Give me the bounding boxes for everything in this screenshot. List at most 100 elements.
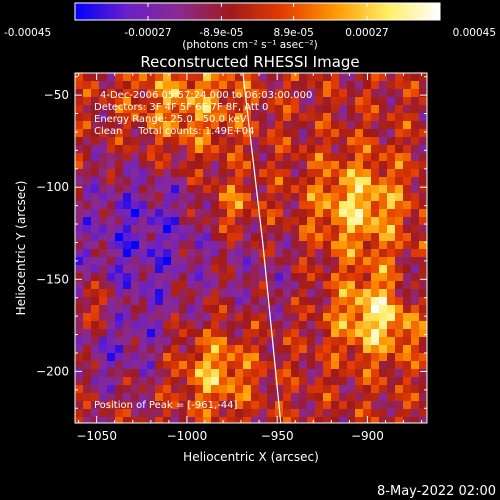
heatmap-cell bbox=[211, 409, 220, 418]
heatmap-cell bbox=[347, 241, 356, 250]
heatmap-cell bbox=[363, 177, 372, 186]
heatmap-cell bbox=[91, 265, 100, 274]
heatmap-cell bbox=[331, 417, 340, 423]
heatmap-cell bbox=[379, 385, 388, 394]
heatmap-cell bbox=[83, 281, 92, 290]
heatmap-cell bbox=[155, 193, 164, 202]
heatmap-cell bbox=[307, 409, 316, 418]
heatmap-cell bbox=[387, 121, 396, 130]
heatmap-cell bbox=[131, 73, 140, 82]
heatmap-cell bbox=[275, 353, 284, 362]
heatmap-cell bbox=[291, 81, 300, 90]
heatmap-cell bbox=[203, 113, 212, 122]
heatmap-cell bbox=[227, 185, 236, 194]
heatmap-cell bbox=[187, 329, 196, 338]
heatmap-cell bbox=[227, 129, 236, 138]
heatmap-cell bbox=[203, 137, 212, 146]
heatmap-cell bbox=[195, 385, 204, 394]
heatmap-cell bbox=[243, 193, 252, 202]
heatmap-cell bbox=[195, 137, 204, 146]
heatmap-cell bbox=[283, 369, 292, 378]
heatmap-cell bbox=[243, 145, 252, 154]
heatmap-cell bbox=[91, 177, 100, 186]
heatmap-cell bbox=[139, 185, 148, 194]
heatmap-cell bbox=[299, 97, 308, 106]
heatmap-cell bbox=[203, 217, 212, 226]
heatmap-cell bbox=[419, 193, 427, 202]
heatmap-cell bbox=[259, 289, 268, 298]
heatmap-cell bbox=[267, 225, 276, 234]
heatmap-cell bbox=[179, 137, 188, 146]
heatmap-cell bbox=[235, 385, 244, 394]
heatmap-cell bbox=[331, 257, 340, 266]
heatmap-cell bbox=[371, 385, 380, 394]
heatmap-cell bbox=[419, 225, 427, 234]
heatmap-cell bbox=[347, 377, 356, 386]
heatmap-cell bbox=[395, 177, 404, 186]
heatmap-cell bbox=[123, 89, 132, 98]
heatmap-cell bbox=[187, 193, 196, 202]
heatmap-cell bbox=[419, 417, 427, 423]
heatmap-cell bbox=[187, 265, 196, 274]
heatmap-cell bbox=[347, 145, 356, 154]
heatmap-cell bbox=[395, 401, 404, 410]
heatmap-cell bbox=[251, 73, 260, 82]
heatmap-cell bbox=[243, 313, 252, 322]
heatmap-cell bbox=[243, 345, 252, 354]
heatmap-cell bbox=[251, 129, 260, 138]
heatmap-cell bbox=[243, 81, 252, 90]
heatmap-cell bbox=[123, 113, 132, 122]
heatmap-cell bbox=[131, 145, 140, 154]
heatmap-cell bbox=[307, 345, 316, 354]
heatmap-cell bbox=[219, 177, 228, 186]
heatmap-cell bbox=[275, 113, 284, 122]
heatmap-cell bbox=[107, 233, 116, 242]
heatmap-cell bbox=[179, 177, 188, 186]
heatmap-cell bbox=[379, 353, 388, 362]
heatmap-cell bbox=[323, 97, 332, 106]
heatmap-cell bbox=[139, 353, 148, 362]
heatmap-cell bbox=[291, 265, 300, 274]
heatmap-cell bbox=[411, 321, 420, 330]
heatmap-cell bbox=[219, 129, 228, 138]
heatmap-cell bbox=[411, 161, 420, 170]
heatmap-cell bbox=[219, 321, 228, 330]
heatmap-cell bbox=[147, 281, 156, 290]
heatmap-cell bbox=[115, 281, 124, 290]
heatmap-cell bbox=[115, 97, 124, 106]
heatmap-cell bbox=[219, 401, 228, 410]
heatmap-cell bbox=[227, 233, 236, 242]
heatmap-cell bbox=[283, 201, 292, 210]
heatmap-cell bbox=[403, 313, 412, 322]
heatmap-cell bbox=[163, 225, 172, 234]
heatmap-cell bbox=[107, 417, 116, 423]
heatmap-cell bbox=[171, 305, 180, 314]
heatmap-cell bbox=[275, 337, 284, 346]
heatmap-cell bbox=[179, 369, 188, 378]
heatmap-cell bbox=[283, 257, 292, 266]
heatmap-cell bbox=[331, 169, 340, 178]
heatmap-cell bbox=[347, 105, 356, 114]
heatmap-cell bbox=[123, 233, 132, 242]
heatmap-cell bbox=[323, 129, 332, 138]
heatmap-cell bbox=[99, 121, 108, 130]
heatmap-cell bbox=[307, 377, 316, 386]
heatmap-cell bbox=[107, 345, 116, 354]
heatmap-cell bbox=[387, 353, 396, 362]
heatmap-cell bbox=[187, 361, 196, 370]
heatmap-cell bbox=[331, 361, 340, 370]
heatmap-cell bbox=[291, 393, 300, 402]
heatmap-cell bbox=[91, 73, 100, 82]
heatmap-cell bbox=[323, 169, 332, 178]
heatmap-cell bbox=[371, 417, 380, 423]
heatmap-cell bbox=[355, 289, 364, 298]
heatmap-cell bbox=[187, 369, 196, 378]
heatmap-cell bbox=[283, 409, 292, 418]
heatmap-cell bbox=[347, 393, 356, 402]
heatmap-cell bbox=[267, 209, 276, 218]
heatmap-cell bbox=[387, 401, 396, 410]
heatmap-cell bbox=[139, 201, 148, 210]
heatmap-cell bbox=[395, 265, 404, 274]
annotation-time-range: 4-Dec-2006 05:57:24.000 to 06:03:00.000 bbox=[100, 90, 312, 101]
heatmap-cell bbox=[291, 185, 300, 194]
